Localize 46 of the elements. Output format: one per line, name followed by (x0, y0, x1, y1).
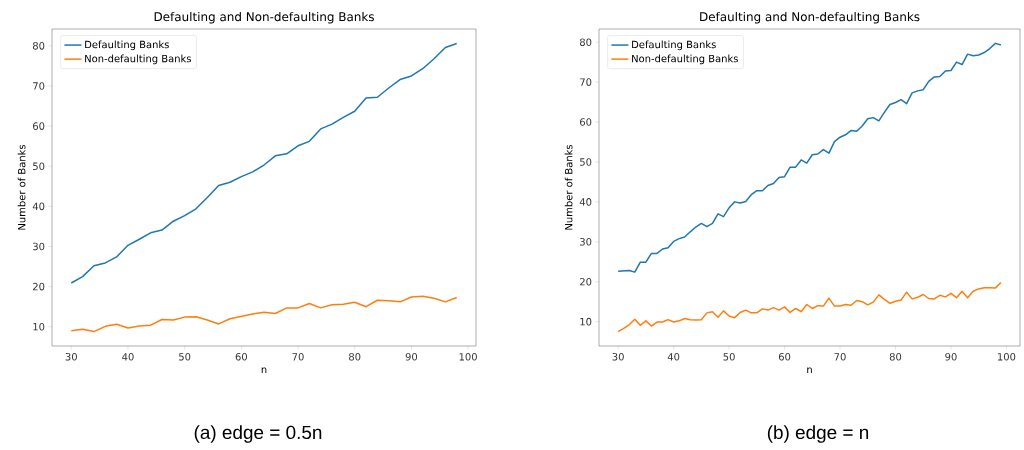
x-tick-label: 60 (235, 353, 248, 361)
y-axis-title: Number of Banks (17, 144, 26, 230)
x-tick-label: 50 (179, 353, 191, 361)
x-tick-label: 60 (778, 353, 791, 361)
text: (b) edge = n (767, 425, 869, 443)
x-tick-label: 80 (349, 353, 361, 361)
x-tick-label: 50 (723, 353, 735, 361)
x-tick-label: 80 (889, 353, 902, 361)
line-series (70, 42, 458, 284)
y-tick-label: 20 (580, 277, 592, 286)
y-axis-title: Number of Banks (564, 144, 573, 230)
x-axis-title: n (261, 367, 267, 373)
legend-label: Defaulting Banks (632, 40, 716, 51)
x-tick-label: 40 (667, 353, 680, 361)
x-tick-label: 30 (65, 353, 77, 361)
x-tick-label: 100 (998, 353, 1016, 361)
x-tick-label: 90 (945, 353, 957, 361)
y-tick-label: 70 (33, 82, 45, 90)
y-tick-label: 40 (32, 202, 45, 211)
y-tick-label: 10 (33, 322, 45, 331)
chart-title: Defaulting and Non-defaulting Banks (154, 11, 374, 24)
legend-label: Defaulting Banks (85, 40, 169, 51)
legend-label: Non-defaulting Banks (632, 54, 738, 65)
y-tick-label: 60 (33, 122, 45, 130)
x-axis-title: n (807, 367, 812, 373)
x-tick-label: 70 (834, 353, 846, 361)
legend-label: Non-defaulting Banks (85, 54, 191, 65)
y-tick-label: 60 (580, 118, 592, 126)
text: (a) edge = 0.5n (194, 425, 322, 443)
y-tick-label: 50 (580, 158, 592, 166)
x-tick-label: 40 (122, 353, 134, 361)
y-tick-label: 80 (579, 38, 592, 46)
y-tick-label: 30 (580, 238, 592, 246)
y-tick-label: 20 (33, 282, 45, 291)
x-tick-label: 30 (612, 353, 624, 361)
x-tick-label: 90 (405, 353, 418, 361)
y-tick-label: 80 (32, 42, 45, 50)
y-tick-label: 50 (33, 162, 45, 171)
x-tick-label: 100 (459, 353, 477, 361)
x-tick-label: 70 (292, 353, 304, 361)
y-tick-label: 10 (580, 317, 592, 326)
line-series (617, 281, 1002, 333)
y-tick-label: 40 (579, 198, 592, 206)
y-tick-label: 70 (580, 78, 592, 86)
y-tick-label: 30 (33, 242, 45, 251)
chart-title: Defaulting and Non-defaulting Banks (700, 11, 920, 24)
